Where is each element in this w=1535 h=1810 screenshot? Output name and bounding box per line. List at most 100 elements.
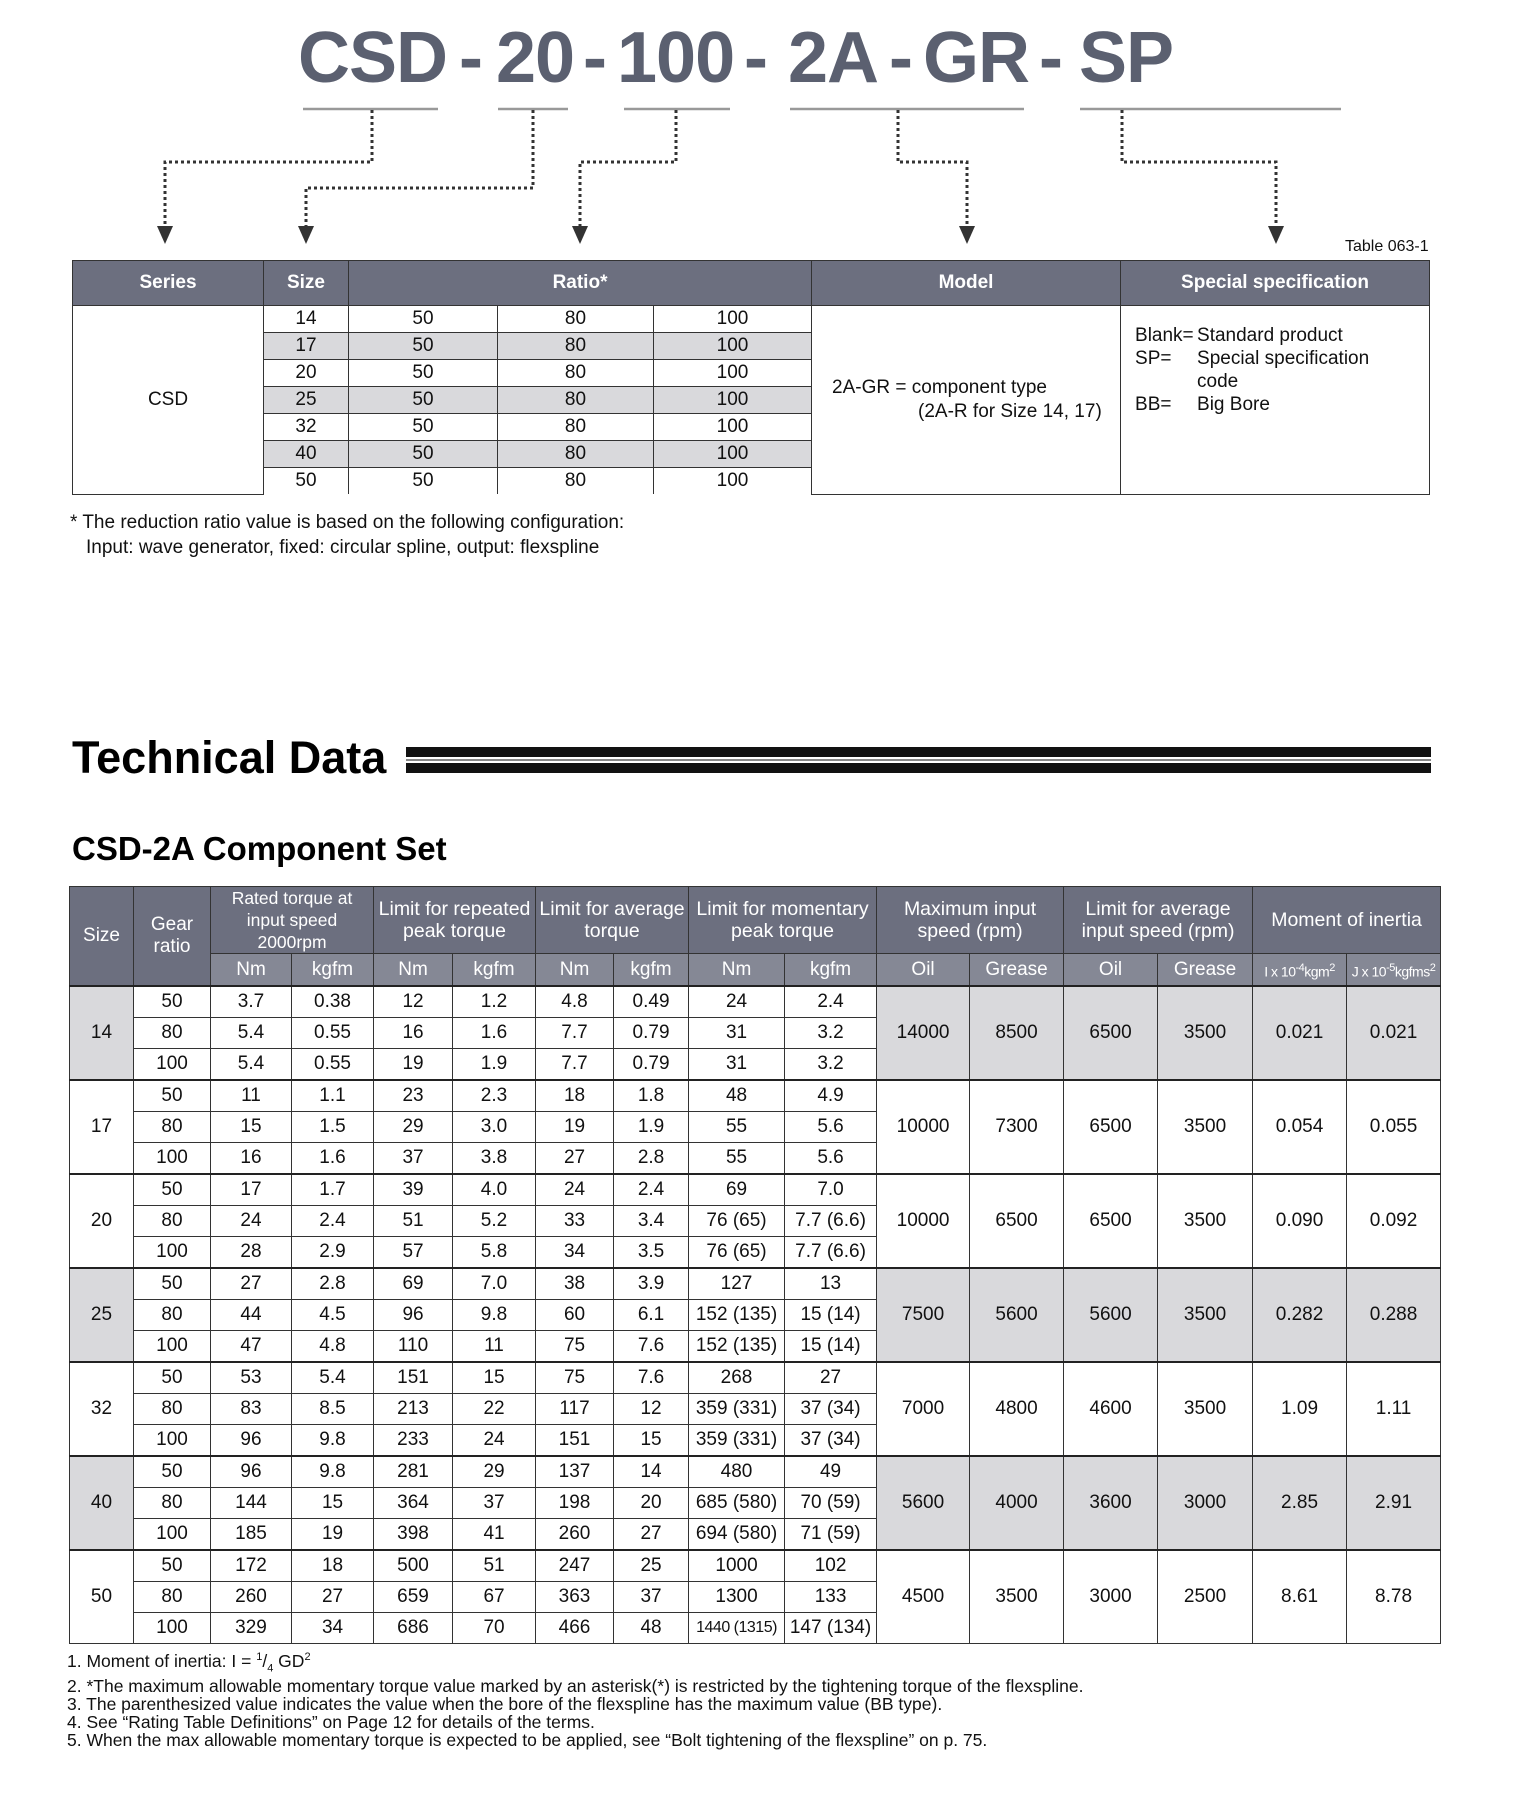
- cell: 3.9: [613, 1267, 690, 1300]
- cell: 41: [452, 1518, 537, 1551]
- cell: 14: [613, 1455, 690, 1488]
- size-cell: 32: [69, 1361, 134, 1457]
- common-cell: 10000: [876, 1079, 971, 1175]
- sub-header-cell: kgfm: [784, 953, 878, 987]
- cell: 11: [210, 1079, 292, 1112]
- cell: 1.5: [290, 1111, 375, 1143]
- common-cell: 5600: [969, 1267, 1065, 1363]
- cell: 22: [452, 1393, 537, 1425]
- cell: 1300: [688, 1581, 786, 1613]
- cell: 2.4: [613, 1173, 690, 1206]
- cell: 659: [373, 1581, 454, 1613]
- special-item: BB= Big Bore: [1135, 393, 1429, 416]
- special-value: Special specification code: [1197, 348, 1370, 392]
- cell: 2.8: [290, 1267, 375, 1300]
- cell: 80: [133, 1393, 211, 1425]
- cell: 27: [535, 1142, 615, 1175]
- series-cell: CSD: [72, 305, 264, 495]
- cell: 34: [535, 1236, 615, 1269]
- cell: 51: [452, 1549, 537, 1582]
- cell: 50: [348, 413, 498, 441]
- cell: 96: [210, 1424, 292, 1457]
- model-line: 2A-GR = component type: [832, 376, 1047, 398]
- common-cell: 4000: [969, 1455, 1065, 1551]
- cell: 7.7 (6.6): [784, 1205, 878, 1237]
- data-row: 25 50 27 2.8 69 7.0 38 3.9 127 13 7500 5600 5600 3500…: [69, 1267, 1442, 1363]
- common-cell: 1.09: [1252, 1361, 1348, 1457]
- cell: 1.6: [452, 1017, 537, 1049]
- common-cell: 4600: [1063, 1361, 1159, 1457]
- model-cell: 2A-GR = component type (2A-R for Size 14,…: [811, 305, 1122, 495]
- cell: 329: [210, 1612, 292, 1644]
- code-separator: -: [459, 18, 483, 98]
- footnote-text: 1. Moment of inertia: I =: [67, 1650, 257, 1671]
- cell: 12: [613, 1393, 690, 1425]
- cell: 15: [210, 1111, 292, 1143]
- common-cell: 3600: [1063, 1455, 1159, 1551]
- cell: 55: [688, 1111, 786, 1143]
- cell: 233: [373, 1424, 454, 1457]
- footnote: 4. See “Rating Table Definitions” on Pag…: [67, 1712, 595, 1733]
- footnote: 2. *The maximum allowable momentary torq…: [67, 1676, 1084, 1697]
- cell: 50: [133, 1173, 211, 1206]
- cell: 363: [535, 1581, 615, 1613]
- cell: 23: [373, 1079, 454, 1112]
- data-row: CSD 14 50 80 100 2A-GR = component type (2A-R …: [72, 305, 1431, 495]
- cell: 19: [373, 1048, 454, 1081]
- cell: 4.5: [290, 1299, 375, 1331]
- cell: 12: [373, 985, 454, 1018]
- cell: 37: [452, 1487, 537, 1519]
- cell: 76 (65): [688, 1205, 786, 1237]
- data-row: 20 50 17 1.7 39 4.0 24 2.4 69 7.0 10000 6500 6500 350…: [69, 1173, 1442, 1269]
- header-row: Size Gear ratio Rated torque at input spee…: [69, 886, 1442, 987]
- cell: 260: [210, 1581, 292, 1613]
- cell: 0.79: [613, 1017, 690, 1049]
- sub-header-cell: kgfm: [452, 953, 537, 987]
- cell: 9.8: [290, 1424, 375, 1457]
- cell: 50: [133, 1079, 211, 1112]
- data-row: 14 50 3.7 0.38 12 1.2 4.8 0.49 24 2.4 14000 8500 650…: [69, 985, 1442, 1081]
- cell: 100: [133, 1142, 211, 1175]
- common-cell: 8.61: [1252, 1549, 1348, 1644]
- cell: 80: [497, 359, 654, 387]
- cell: 75: [535, 1361, 615, 1394]
- cell: 24: [210, 1205, 292, 1237]
- common-cell: 8.78: [1346, 1549, 1442, 1644]
- cell: 37: [373, 1142, 454, 1175]
- cell: 7.6: [613, 1330, 690, 1363]
- data-row: 17 50 11 1.1 23 2.3 18 1.8 48 4.9 10000 7300 6500 350…: [69, 1079, 1442, 1175]
- cell: 133: [784, 1581, 878, 1613]
- sub-header-cell: kgfm: [613, 953, 690, 987]
- cell: 69: [688, 1173, 786, 1206]
- section-title: Technical Data: [72, 732, 387, 783]
- cell: 1.8: [613, 1079, 690, 1112]
- cell: 1.6: [290, 1142, 375, 1175]
- common-cell: 3500: [969, 1549, 1065, 1644]
- cell: 24: [535, 1173, 615, 1206]
- cell: 100: [133, 1612, 211, 1644]
- data-row: 100 28 2.9 57 5.8 34 3.5 76 (65) 7.7 (6.6): [70, 1236, 1441, 1269]
- cell: 55: [688, 1142, 786, 1175]
- cell: 50: [263, 467, 349, 494]
- cell: 13: [784, 1267, 878, 1300]
- cell: 100: [133, 1330, 211, 1363]
- cell: 96: [210, 1455, 292, 1488]
- cell: 151: [535, 1424, 615, 1457]
- common-cell: 2500: [1157, 1549, 1254, 1644]
- fraction-num: 1: [256, 1651, 263, 1663]
- cell: 100: [133, 1236, 211, 1269]
- cell: 4.0: [452, 1173, 537, 1206]
- cell: 172: [210, 1549, 292, 1582]
- data-row: 80 15 1.5 29 3.0 19 1.9 55 5.6: [70, 1111, 1441, 1143]
- common-cell: 3500: [1157, 985, 1254, 1081]
- sub-header-cell: J x 10-5kgfms2: [1346, 953, 1442, 987]
- common-cell: 3000: [1157, 1455, 1254, 1551]
- unit-text: kgfms: [1394, 963, 1430, 980]
- cell: 147 (134): [784, 1612, 878, 1644]
- cell: 100: [652, 413, 813, 441]
- cell: 4.8: [290, 1330, 375, 1363]
- cell: 57: [373, 1236, 454, 1269]
- cell: 1.2: [452, 985, 537, 1018]
- cell: 16: [210, 1142, 292, 1175]
- cell: 17: [210, 1173, 292, 1206]
